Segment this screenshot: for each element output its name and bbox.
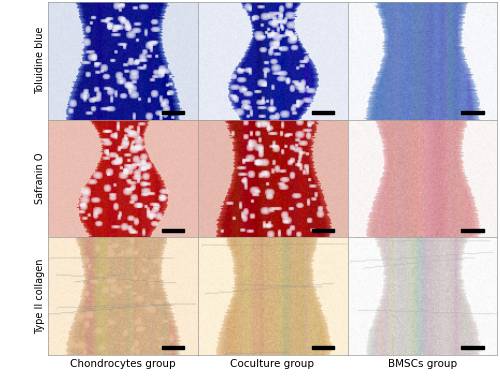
Bar [462, 346, 484, 349]
Text: Toluidine blue: Toluidine blue [35, 27, 45, 94]
Bar [162, 111, 184, 114]
Text: Coculture group: Coculture group [230, 359, 314, 369]
Bar [462, 111, 484, 114]
Bar [162, 228, 184, 232]
Bar [462, 228, 484, 232]
Text: Type II collagen: Type II collagen [35, 258, 45, 334]
Bar [162, 346, 184, 349]
Text: Chondrocytes group: Chondrocytes group [70, 359, 176, 369]
Text: Safranin O: Safranin O [35, 153, 45, 204]
Bar [312, 228, 334, 232]
Text: BMSCs group: BMSCs group [388, 359, 457, 369]
Bar [312, 111, 334, 114]
Bar [312, 346, 334, 349]
